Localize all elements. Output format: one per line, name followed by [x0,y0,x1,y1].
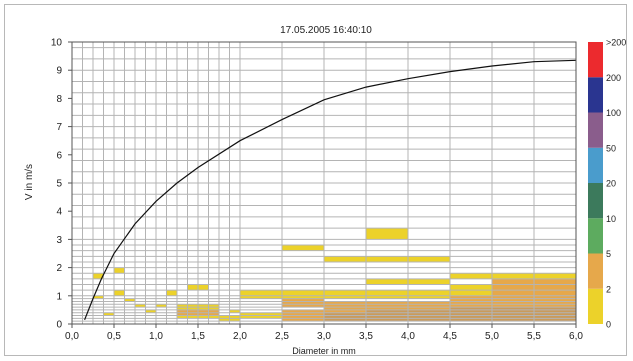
y-tick-label: 7 [56,122,62,133]
heatmap-cell [366,301,408,310]
heatmap-cell [114,267,125,274]
x-tick-label: 4,5 [443,331,457,342]
heatmap-cell [450,307,492,322]
y-tick-label: 10 [51,38,63,49]
x-tick-label: 3,0 [317,331,331,342]
legend-swatch [588,77,603,113]
y-tick-label: 1 [56,291,62,302]
heatmap-cell [408,290,450,299]
heatmap-cell [366,290,408,299]
legend-swatch [588,42,603,78]
heatmap-cell [93,295,104,299]
heatmap-cell [156,304,167,308]
heatmap-cell [166,290,177,296]
legend: 0 2 5 10 20 50 100 200 >200 [588,38,626,330]
y-axis-label: V in m/s [24,164,35,200]
x-tick-label: 6,0 [569,331,583,342]
chart-title: 17.05.2005 16:40:10 [280,25,372,36]
heatmap-cell [408,278,450,285]
heatmap-cell [124,298,135,302]
fall-velocity-curve [84,59,577,321]
legend-label: 20 [606,179,616,189]
legend-label: 50 [606,143,616,153]
y-tick-label: 0 [56,320,62,331]
legend-swatch [588,218,603,254]
x-tick-label: 5,0 [485,331,499,342]
heatmap-cell [114,290,125,296]
legend-swatch [588,288,603,324]
y-tick-label: 2 [56,263,62,274]
legend-label: 0 [606,320,611,330]
heatmap-cell [103,312,114,316]
x-axis-label: Diameter in mm [292,346,356,356]
x-tick-label: 4,0 [401,331,415,342]
curve-layer [84,59,577,321]
heatmap-cell [324,256,450,262]
legend-swatch [588,183,603,219]
heatmap-cell [366,228,408,240]
legend-label: 10 [606,214,616,224]
y-tick-label: 5 [56,179,62,190]
heatmap-cell [240,290,282,299]
y-tick-label: 6 [56,150,62,161]
heatmap-cell [282,298,324,308]
x-tick-label: 5,5 [527,331,541,342]
legend-swatch [588,112,603,148]
x-tick-label: 1,0 [149,331,163,342]
heatmap-cell [229,309,240,313]
heatmap-cell [324,290,366,299]
heatmap-cell [450,273,492,279]
legend-label: 100 [606,108,621,118]
legend-label: 200 [606,73,621,83]
heatmap-cell [282,290,324,299]
heatmap-cell [135,304,146,308]
x-tick-label: 0,0 [65,331,79,342]
heatmap-cell [366,278,408,285]
heatmap-cell [93,273,104,279]
x-tick-label: 0,5 [107,331,121,342]
x-tick-label: 2,0 [233,331,247,342]
y-tick-label: 9 [56,66,62,77]
legend-label: 2 [606,284,611,294]
legend-swatch [588,253,603,289]
heatmap-cell [408,301,450,310]
x-tick-label: 3,5 [359,331,373,342]
y-tick-label: 8 [56,94,62,105]
y-tick-label: 4 [56,207,62,218]
heatmap-cell [282,245,324,251]
axes-layer: 0,0 0,5 1,0 1,5 2,0 2,5 3,0 3,5 4,0 4,5 5,0 5,5 6,0 0… [51,38,584,343]
x-tick-label: 1,5 [191,331,205,342]
legend-swatch [588,147,603,183]
heatmap-cell [145,309,156,313]
y-tick-label: 3 [56,235,62,246]
legend-label: 5 [606,249,611,259]
heatmap-cell [324,312,366,322]
legend-label: >200 [606,38,626,48]
x-tick-label: 2,5 [275,331,289,342]
